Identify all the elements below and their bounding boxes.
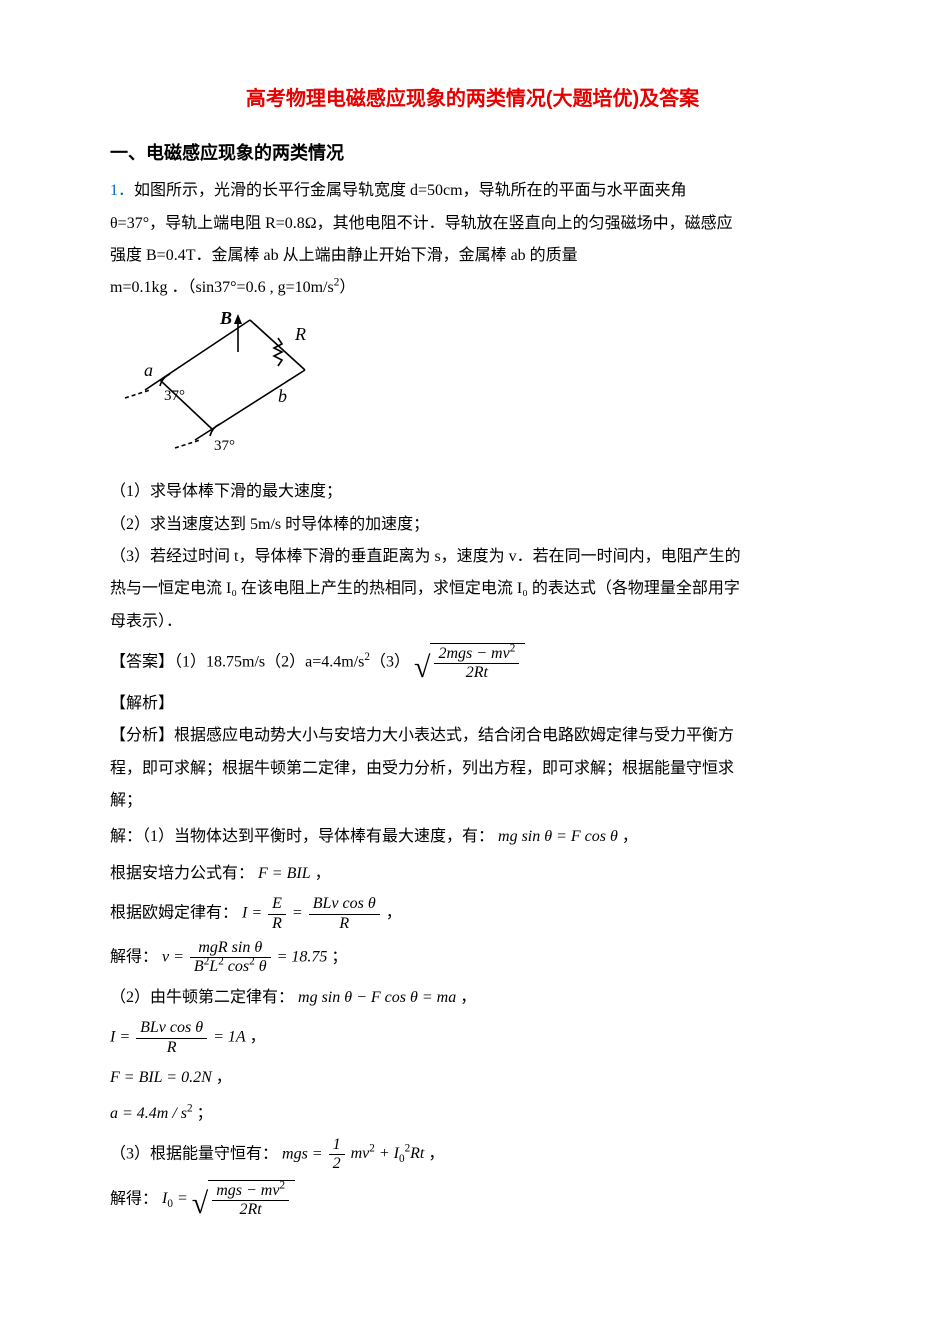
sol-9-text: （3）根据能量守恒有： (110, 1145, 278, 1162)
eq10-sqrt: √ mgs − mv2 2Rt (192, 1180, 295, 1220)
eq6-den: R (136, 1038, 207, 1057)
ans3-num: 2mgs − mv (438, 645, 509, 662)
problem-line-2: θ=37°，导轨上端电阻 R=0.8Ω，其他电阻不计．导轨放在竖直向上的匀强磁场… (110, 209, 835, 239)
diagram-label-b-point: b (278, 386, 287, 406)
comma-7: ， (212, 1069, 232, 1086)
equation-1: mg sin θ = F cos θ (498, 828, 618, 845)
solution-step-3: 根据欧姆定律有： I = E R = BLv cos θ R ， (110, 895, 835, 933)
eq3-f1-den: R (268, 914, 286, 933)
eq9-f1-den: 2 (329, 1154, 345, 1173)
semi-1: ； (327, 949, 347, 966)
comma-5: ， (456, 989, 476, 1006)
solution-step-2: 根据安培力公式有： F = BIL ， (110, 859, 835, 889)
analysis-label: 【分析】 (110, 727, 174, 744)
eq9-lhs: mgs = (282, 1145, 327, 1162)
solution-step-4: 解得： v = mgR sin θ B2L2 cos2 θ = 18.75 ； (110, 939, 835, 977)
sol-10-text: 解得： (110, 1190, 158, 1207)
diagram-angle-2: 37° (214, 438, 235, 454)
analysis-block: 【分析】根据感应电动势大小与安培力大小表达式，结合闭合电路欧姆定律与受力平衡方 (110, 721, 835, 751)
problem-line-4: m=0.1kg ．（sin37°=0.6 , g=10m/s2） (110, 273, 835, 303)
eq9-rt: Rt (410, 1145, 424, 1162)
sub-question-3b: 热与一恒定电流 I₀ 在该电阻上产生的热相同，求恒定电流 I₀ 的表达式（各物理… (110, 574, 835, 604)
question-number: 1． (110, 182, 134, 199)
eq4-den-a: B (194, 958, 204, 975)
semi-2: ； (193, 1105, 213, 1122)
problem-line-1: 如图所示，光滑的长平行金属导轨宽度 d=50cm，导轨所在的平面与水平面夹角 (134, 182, 687, 199)
eq3-f1-num: E (268, 895, 286, 913)
sol-1-text: 解：（1）当物体达到平衡时，导体棒有最大速度，有： (110, 828, 494, 845)
answer-label: 【答案】 (110, 654, 174, 671)
solution-step-7: F = BIL = 0.2N ， (110, 1063, 835, 1093)
sol-4-text: 解得： (110, 949, 158, 966)
eq4-den-c: cos (224, 958, 249, 975)
solution-label: 【解析】 (110, 689, 835, 719)
diagram-label-resistor: R (294, 324, 306, 344)
solution-step-5: （2）由牛顿第二定律有： mg sin θ − F cos θ = ma ， (110, 983, 835, 1013)
problem-line-4b: ） (339, 279, 355, 296)
analysis-p3: 解； (110, 786, 835, 816)
ans3-den: 2Rt (434, 663, 519, 682)
problem-line-4a: m=0.1kg ．（sin37°=0.6 , g=10m/s (110, 279, 334, 296)
sol-3-text: 根据欧姆定律有： (110, 905, 238, 922)
equation-2: F = BIL (258, 865, 311, 882)
solution-step-8: a = 4.4m / s2 ； (110, 1099, 835, 1129)
inclined-rail-diagram: B R a b 37° 37° (120, 310, 835, 471)
comma-6: ， (246, 1029, 266, 1046)
solution-step-6: I = BLv cos θ R = 1A ， (110, 1019, 835, 1057)
solution-step-10: 解得： I0 = √ mgs − mv2 2Rt (110, 1180, 835, 1220)
comma-3: ， (382, 905, 402, 922)
equation-5: mg sin θ − F cos θ = ma (298, 989, 456, 1006)
eq4-den-d: θ (255, 958, 267, 975)
sol-5-text: （2）由牛顿第二定律有： (110, 989, 294, 1006)
equation-7: F = BIL = 0.2N (110, 1069, 212, 1086)
diagram-label-b-field: B (219, 310, 232, 328)
eq6-num: BLv cos θ (136, 1019, 207, 1037)
analysis-p2: 程，即可求解；根据牛顿第二定律，由受力分析，列出方程，即可求解；根据能量守恒求 (110, 754, 835, 784)
eq4-lhs: v = (162, 949, 188, 966)
eq9-f1-num: 1 (329, 1136, 345, 1154)
eq4-num: mgR sin θ (190, 939, 271, 957)
eq10-num: mgs − mv (216, 1182, 279, 1199)
solution-step-1: 解：（1）当物体达到平衡时，导体棒有最大速度，有： mg sin θ = F c… (110, 822, 835, 852)
diagram-label-a: a (144, 360, 153, 380)
sub-question-3a: （3）若经过时间 t，导体棒下滑的垂直距离为 s，速度为 v．若在同一时间内，电… (110, 542, 835, 572)
page-title: 高考物理电磁感应现象的两类情况(大题培优)及答案 (110, 80, 835, 118)
comma-2: ， (311, 865, 331, 882)
eq3-f2-num: BLv cos θ (309, 895, 380, 913)
eq4-rhs: = 18.75 (277, 949, 328, 966)
answer-part-2: （2）a=4.4m/s (265, 654, 364, 671)
eq6-rhs: = 1A (213, 1029, 246, 1046)
sol-2-text: 根据安培力公式有： (110, 865, 254, 882)
answer-line: 【答案】（1）18.75m/s（2）a=4.4m/s2（3） √ 2mgs − … (110, 643, 835, 683)
eq10-den: 2Rt (212, 1200, 289, 1219)
eq3-f2-den: R (309, 914, 380, 933)
eq10-eq: = (173, 1190, 192, 1207)
sub-question-1: （1）求导体棒下滑的最大速度； (110, 477, 835, 507)
answer-part-1: （1）18.75m/s (174, 654, 265, 671)
eq3-lhs: I = (242, 905, 266, 922)
eq6-lhs: I = (110, 1029, 134, 1046)
sub-question-3c: 母表示）． (110, 607, 835, 637)
problem-line-3: 强度 B=0.4T．金属棒 ab 从上端由静止开始下滑，金属棒 ab 的质量 (110, 241, 835, 271)
sub-question-2: （2）求当速度达到 5m/s 时导体棒的加速度； (110, 510, 835, 540)
answer-part-3-label: （3） (370, 654, 410, 671)
equation-8: a = 4.4m / s (110, 1105, 187, 1122)
problem-1-stem: 1．如图所示，光滑的长平行金属导轨宽度 d=50cm，导轨所在的平面与水平面夹角 (110, 176, 835, 206)
eq9-mva: mv (351, 1145, 370, 1162)
answer-3-sqrt: √ 2mgs − mv2 2Rt (414, 643, 525, 683)
diagram-angle-1: 37° (164, 388, 185, 404)
section-heading: 一、电磁感应现象的两类情况 (110, 136, 835, 170)
comma-9: ， (424, 1145, 444, 1162)
eq4-den-b: L (209, 958, 218, 975)
comma-1: ， (618, 828, 638, 845)
eq9-i0: + I (375, 1145, 399, 1162)
analysis-p1: 根据感应电动势大小与安培力大小表达式，结合闭合电路欧姆定律与受力平衡方 (174, 727, 734, 744)
solution-step-9: （3）根据能量守恒有： mgs = 1 2 mv2 + I02Rt ， (110, 1136, 835, 1174)
